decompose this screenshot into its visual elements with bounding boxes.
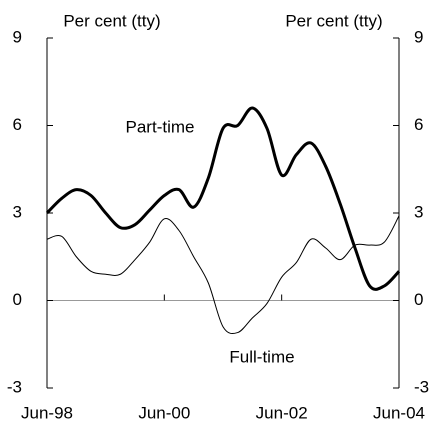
y2-tick-label: 0 [414, 290, 423, 309]
y2-tick-label: -3 [414, 377, 429, 396]
y2-tick-label: 6 [414, 115, 423, 134]
y-axis-label: Per cent (tty) [63, 11, 160, 30]
series-line [46, 215, 400, 335]
y-tick-label: 0 [13, 290, 22, 309]
y-tick-label: 6 [13, 115, 22, 134]
x-tick-label: Jun-02 [256, 403, 308, 422]
y-tick-label: 9 [13, 27, 22, 46]
y2-tick-label: 3 [414, 202, 423, 221]
x-tick-label: Jun-98 [21, 403, 73, 422]
y-tick-label: 3 [13, 202, 22, 221]
x-tick-label: Jun-04 [373, 403, 425, 422]
series-annotation: Part-time [126, 117, 195, 136]
y2-axis-label: Per cent (tty) [285, 11, 382, 30]
series-annotation: Full-time [229, 347, 294, 366]
x-tick-label: Jun-00 [138, 403, 190, 422]
y-tick-label: -3 [7, 377, 22, 396]
series-line [45, 106, 401, 291]
y2-tick-label: 9 [414, 27, 423, 46]
